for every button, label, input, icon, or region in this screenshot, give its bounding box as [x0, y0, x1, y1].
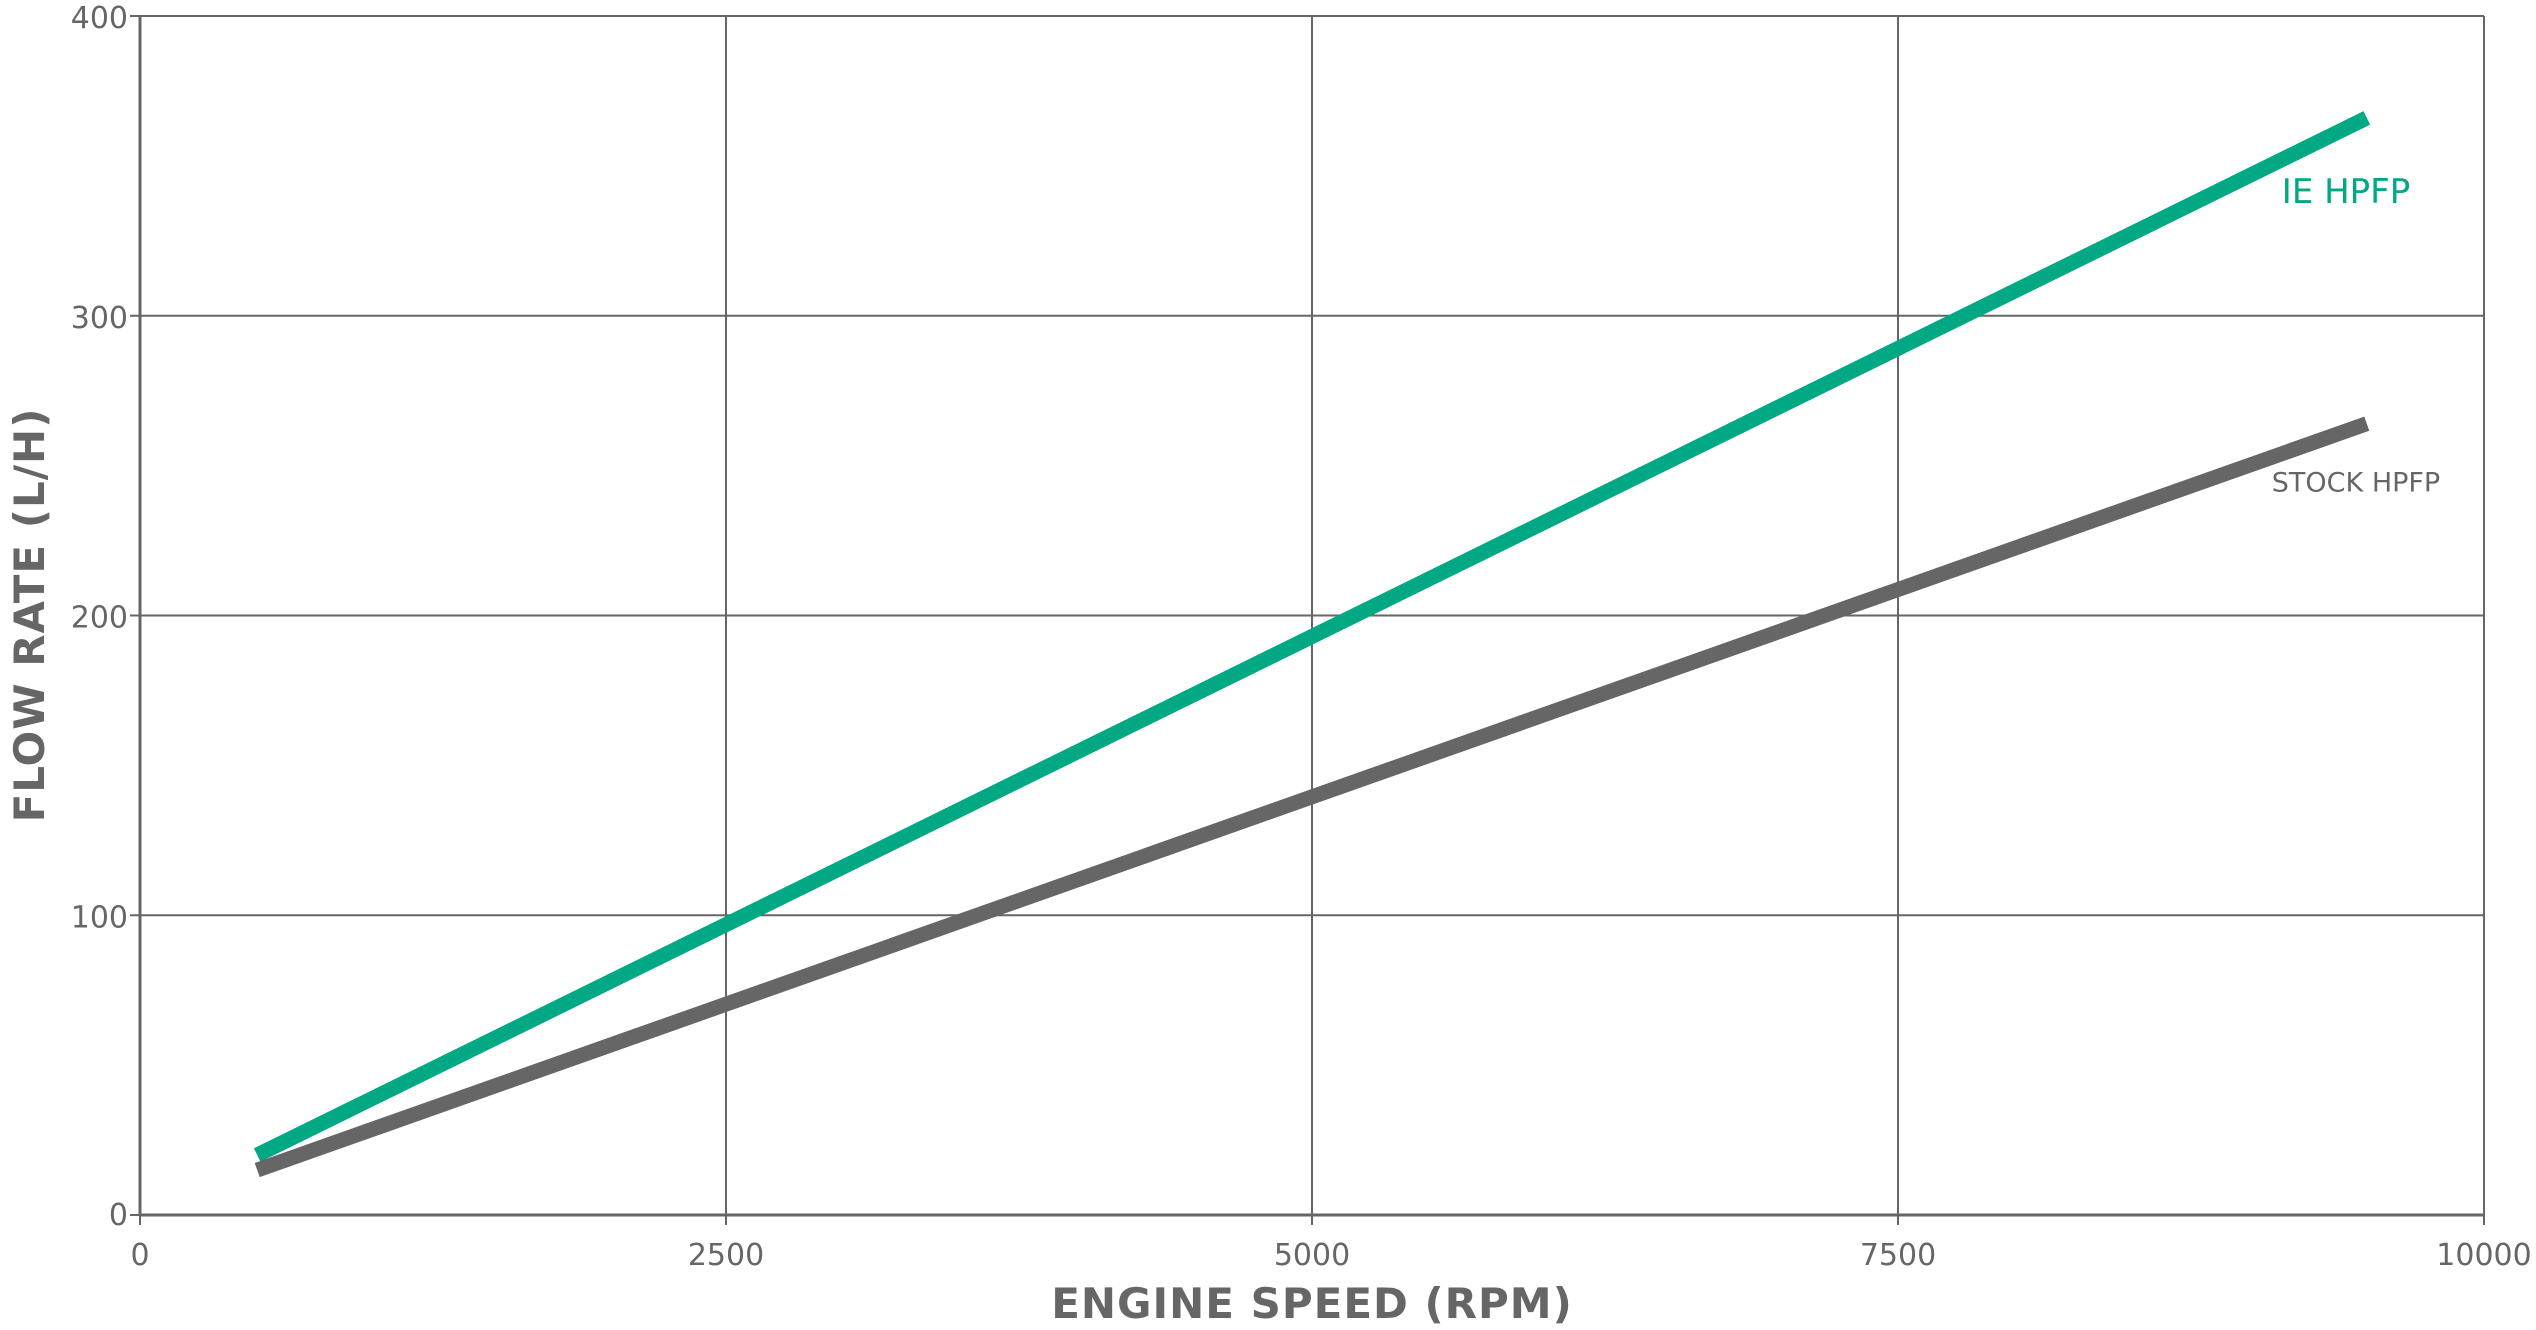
axes: [130, 15, 2485, 1225]
series-labels: IE HPFP STOCK HPFP: [2272, 172, 2440, 499]
x-tick-label: 5000: [1274, 1238, 1350, 1273]
y-tick-label: 300: [71, 301, 128, 336]
x-axis-title: ENGINE SPEED (RPM): [1051, 1279, 1573, 1328]
series-lines: [253, 111, 2371, 1178]
x-tick-label: 7500: [1860, 1238, 1936, 1273]
y-tick-label: 400: [71, 1, 128, 36]
x-tick-label: 0: [130, 1238, 149, 1273]
y-tick-label: 100: [71, 900, 128, 935]
x-tick-label: 10000: [2436, 1238, 2531, 1273]
y-tick-labels: 0 100 200 300 400: [71, 1, 128, 1233]
y-tick-label: 0: [109, 1198, 128, 1233]
series-label: STOCK HPFP: [2272, 468, 2440, 499]
y-tick-label: 200: [71, 601, 128, 636]
grid: [140, 15, 2485, 1215]
x-tick-labels: 0 2500 5000 7500 10000: [130, 1238, 2531, 1273]
series-line-1: [254, 416, 2370, 1178]
y-axis-title: FLOW RATE (L/H): [5, 408, 54, 823]
series-label: IE HPFP: [2282, 172, 2410, 212]
series-line-0: [253, 111, 2371, 1162]
x-tick-label: 2500: [688, 1238, 764, 1273]
